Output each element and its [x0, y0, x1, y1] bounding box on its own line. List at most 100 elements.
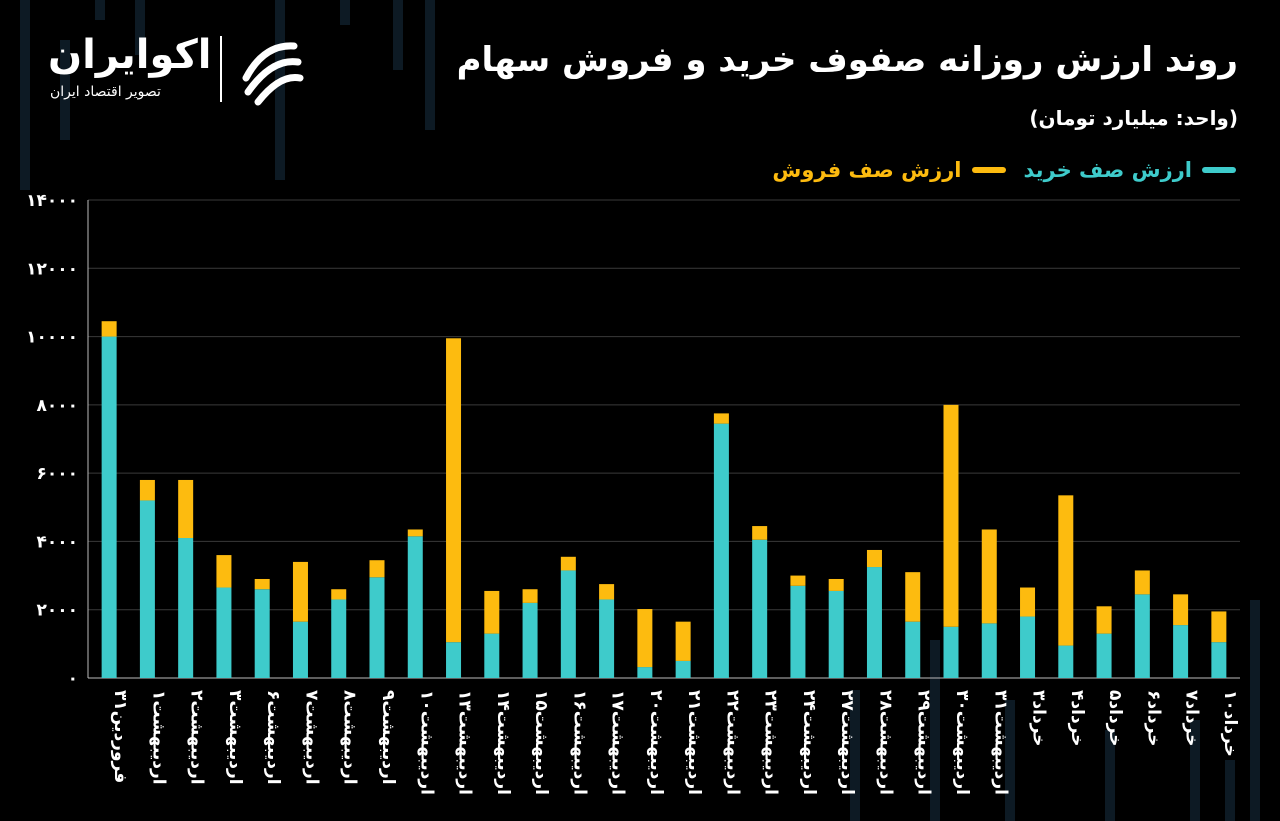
legend-swatch-buy [1202, 167, 1236, 173]
bar-buy [1173, 625, 1189, 678]
chart-title: روند ارزش روزانه صفوف خرید و فروش سهام [456, 40, 1238, 80]
x-tick-label: اردیبهشت۲ [187, 690, 207, 785]
x-tick-label: خرداد۴ [1067, 690, 1087, 747]
bar-buy [1211, 642, 1227, 678]
bar-sell [713, 413, 729, 424]
bar-sell [522, 589, 538, 603]
bar-buy [905, 621, 921, 678]
y-tick-label: ۴۰۰۰ [36, 532, 78, 552]
bar-buy [981, 623, 997, 678]
bar-buy [599, 599, 615, 678]
bar-sell [407, 529, 423, 537]
x-tick-label: اردیبهشت۲۴ [799, 690, 819, 795]
bar-buy [139, 500, 155, 678]
bar-sell [1173, 594, 1189, 626]
bar-sell [484, 590, 500, 634]
bar-sell [905, 572, 921, 622]
x-tick-label: اردیبهشت۲۷ [837, 690, 857, 795]
bar-sell [254, 578, 270, 590]
ecoiran-swirl-logo-icon [242, 42, 304, 106]
bar-sell [292, 561, 308, 622]
x-tick-label: اردیبهشت۲۱ [684, 690, 704, 795]
y-tick-label: ۱۲۰۰۰ [26, 259, 78, 279]
bar-buy [1020, 616, 1036, 678]
bar-buy [484, 633, 500, 678]
legend-swatch-sell [971, 167, 1006, 173]
bar-sell [1134, 570, 1150, 595]
legend-label-sell: ارزش صف فروش [772, 158, 962, 182]
x-tick-label: اردیبهشت۱۴ [493, 690, 513, 795]
bar-sell [446, 338, 462, 643]
bar-buy [331, 599, 347, 678]
x-tick-label: اردیبهشت۷ [301, 690, 321, 785]
x-tick-label: اردیبهشت۱۷ [608, 690, 628, 795]
legend-item-buy: ارزش صف خرید [1023, 158, 1236, 182]
bar-buy [943, 626, 959, 678]
bar-buy [1058, 645, 1074, 678]
bar-sell [1211, 611, 1227, 643]
logo-divider [220, 36, 222, 102]
y-tick-label: ۰ [68, 669, 78, 689]
bar-sell [790, 575, 806, 586]
bar-sell [675, 621, 691, 661]
chart-subtitle: (واحد: میلیارد تومان) [1029, 106, 1238, 130]
bar-sell [828, 578, 844, 591]
x-tick-label: خرداد۳ [1029, 690, 1049, 747]
x-tick-label: اردیبهشت۲۳ [761, 690, 781, 795]
x-tick-label: خرداد۷ [1182, 690, 1202, 747]
bar-sell [1020, 587, 1036, 617]
logo-name: اکوایران [48, 32, 212, 78]
bar-sell [752, 526, 768, 540]
y-tick-label: ۶۰۰۰ [36, 464, 78, 484]
x-tick-label: اردیبهشت۱۳ [455, 690, 475, 795]
x-tick-label: اردیبهشت۶ [263, 690, 283, 785]
bar-sell [1096, 606, 1112, 634]
x-tick-label: اردیبهشت۹ [378, 690, 398, 785]
bar-buy [1134, 594, 1150, 678]
y-tick-label: ۱۰۰۰۰ [26, 328, 78, 348]
bar-sell [216, 555, 232, 588]
y-tick-label: ۸۰۰۰ [36, 396, 78, 416]
bar-sell [1058, 495, 1074, 646]
bar-sell [560, 556, 576, 571]
bar-buy [675, 660, 691, 678]
bar-buy [713, 423, 729, 678]
bar-sell [178, 479, 194, 539]
bar-sell [943, 404, 959, 627]
x-tick-label: اردیبهشت۳ [225, 690, 245, 785]
bar-sell [101, 321, 117, 337]
x-tick-label: اردیبهشت۱۶ [569, 690, 589, 795]
bar-buy [560, 570, 576, 678]
bar-buy [292, 621, 308, 678]
x-tick-label: اردیبهشت۱ [148, 690, 168, 785]
bar-buy [637, 667, 653, 678]
x-tick-label: اردیبهشت۳۱ [990, 690, 1010, 795]
legend-item-sell: ارزش صف فروش [772, 158, 1006, 182]
bar-sell [331, 589, 347, 600]
bar-buy [407, 536, 423, 678]
bar-sell [981, 529, 997, 624]
x-tick-label: اردیبهشت۱۵ [531, 690, 551, 795]
legend: ارزش صف خرید ارزش صف فروش [772, 158, 1236, 182]
x-tick-label: خرداد۶ [1143, 690, 1163, 747]
x-tick-label: خرداد۱۰ [1220, 690, 1240, 757]
bar-sell [637, 609, 653, 668]
legend-label-buy: ارزش صف خرید [1023, 158, 1193, 182]
bar-sell [369, 560, 385, 578]
x-tick-label: اردیبهشت۲۰ [646, 690, 666, 795]
bar-buy [446, 642, 462, 678]
bar-buy [101, 336, 117, 678]
bar-buy [369, 577, 385, 678]
bar-sell [599, 584, 615, 600]
bar-buy [522, 602, 538, 678]
bar-sell [139, 479, 155, 501]
bar-buy [1096, 633, 1112, 678]
x-tick-label: خرداد۵ [1105, 690, 1125, 747]
x-tick-label: اردیبهشت۱۰ [416, 690, 436, 795]
x-tick-label: اردیبهشت۲۲ [722, 690, 742, 795]
bar-buy [866, 567, 882, 678]
x-tick-label: اردیبهشت۲۸ [875, 690, 895, 795]
x-tick-label: اردیبهشت۸ [340, 690, 360, 785]
x-tick-label: اردیبهشت۲۹ [914, 690, 934, 795]
